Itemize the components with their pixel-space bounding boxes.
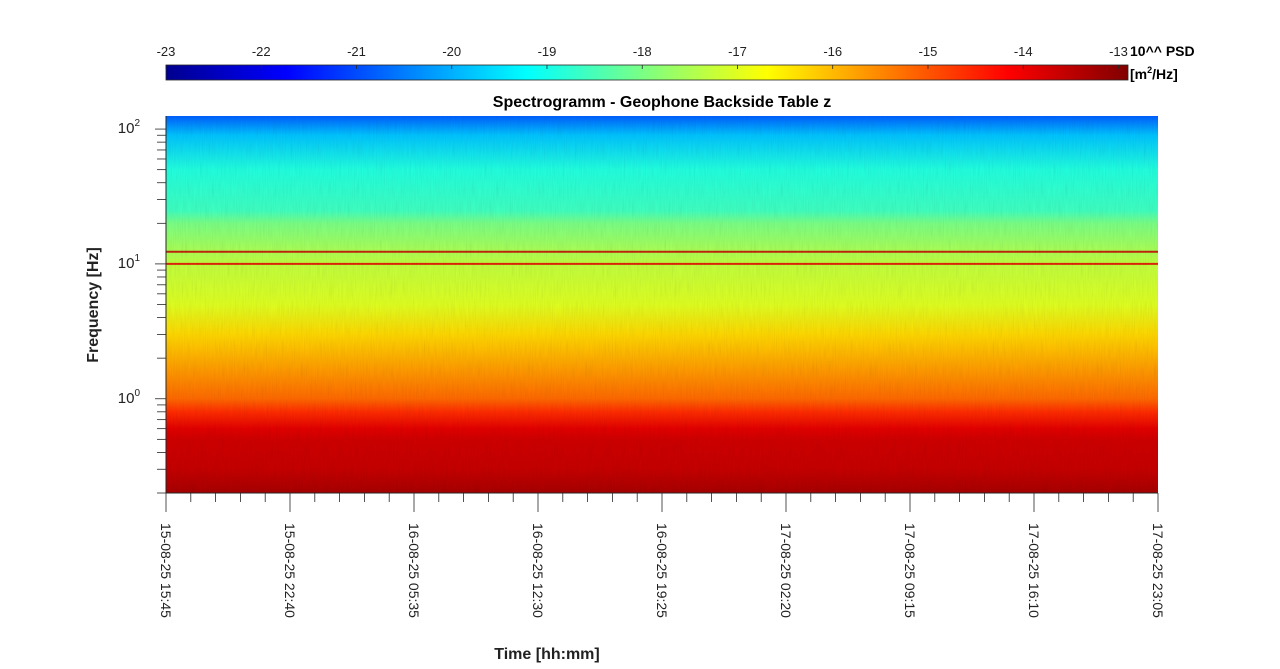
colorbar-tick-label: -13 (1109, 44, 1128, 59)
colorbar-tick-label: -16 (823, 44, 842, 59)
colorbar-ticks: -23 -22 -21 -20 -19 -18 -17 -16 -15 -14 -13 (157, 44, 1128, 69)
x-tick-label: 16-08-25 19:25 (654, 523, 670, 618)
y-axis: 100 101 102 (118, 116, 167, 494)
colorbar: -23 -22 -21 -20 -19 -18 -17 -16 -15 -14 -13 10^^ P… (157, 43, 1195, 82)
colorbar-tick-label: -20 (442, 44, 461, 59)
x-tick-label: 15-08-25 22:40 (282, 523, 298, 618)
colorbar-tick-label: -21 (347, 44, 366, 59)
x-axis-label: Time [hh:mm] (494, 646, 599, 663)
chart-title: Spectrogramm - Geophone Backside Table z (493, 94, 831, 111)
colorbar-tick-label: -18 (633, 44, 652, 59)
colorbar-unit: [m2/Hz] (1130, 65, 1178, 82)
colorbar-tick-label: -14 (1014, 44, 1033, 59)
x-tick-label: 17-08-25 16:10 (1026, 523, 1042, 618)
x-tick-label: 15-08-25 15:45 (158, 523, 174, 618)
x-axis: 15-08-25 15:45 15-08-25 22:40 16-08-25 05:… (158, 492, 1166, 618)
colorbar-label: 10^^ PSD (1130, 43, 1195, 59)
x-tick-label: 17-08-25 23:05 (1150, 523, 1166, 618)
y-tick-label: 100 (118, 388, 141, 407)
y-tick-label: 101 (118, 253, 141, 272)
colorbar-tick-label: -23 (157, 44, 176, 59)
colorbar-tick-label: -22 (252, 44, 271, 59)
spectrogram-texture (166, 116, 1158, 493)
colorbar-tick-label: -19 (538, 44, 557, 59)
colorbar-tick-label: -15 (919, 44, 938, 59)
y-tick-label: 102 (118, 118, 141, 137)
plot-area (166, 116, 1158, 493)
colorbar-gradient (165, 64, 1129, 81)
x-tick-label: 16-08-25 05:35 (406, 523, 422, 618)
colorbar-tick-label: -17 (728, 44, 747, 59)
x-tick-label: 17-08-25 09:15 (902, 523, 918, 618)
x-tick-label: 17-08-25 02:20 (778, 523, 794, 618)
y-axis-label: Frequency [Hz] (85, 247, 102, 363)
x-tick-label: 16-08-25 12:30 (530, 523, 546, 618)
